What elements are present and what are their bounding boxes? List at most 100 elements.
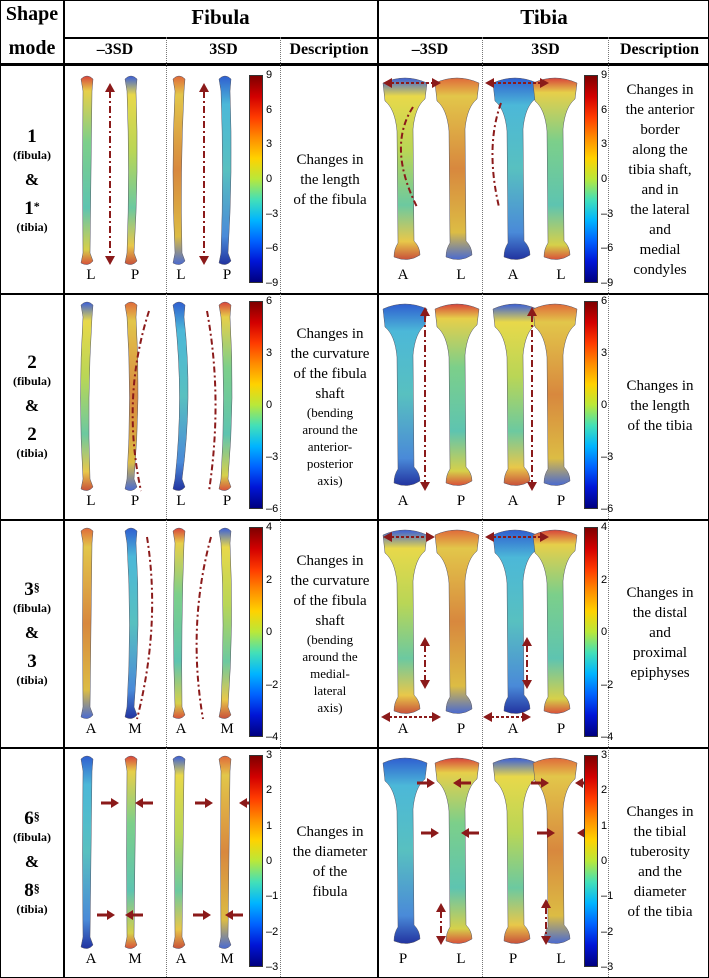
- description-line: medial: [639, 242, 681, 258]
- description-line: Changes in: [296, 552, 364, 569]
- arrow-tib-epi-pos-head-top: [522, 637, 532, 646]
- description-line-small: around the: [302, 421, 358, 437]
- arrow-tib-d2-head: [453, 778, 461, 788]
- mode-number-bottom-mark: *: [33, 199, 40, 213]
- mode-number-bottom: 8§: [1, 880, 63, 902]
- description-line: the length: [630, 398, 690, 414]
- description-line: the tibial: [633, 824, 687, 840]
- description-line: the curvature: [290, 572, 370, 589]
- description-line: tuberosity: [630, 844, 690, 860]
- dotted-separator-3: [608, 37, 609, 977]
- header-col-desc-2: Description: [289, 41, 369, 58]
- view-label-fibula: M: [220, 721, 234, 737]
- description-line: Changes in: [626, 82, 694, 98]
- description-line: condyles: [633, 262, 687, 278]
- colorbar-tick-tibia: –2: [601, 925, 614, 938]
- mode-cell-3: 3§ (fibula) & 3 (tibia): [1, 519, 63, 747]
- description-tibia: Changes in the length of the tibia: [610, 293, 709, 519]
- colorbar-tibia: [584, 75, 598, 283]
- view-label-fibula: A: [85, 721, 97, 737]
- tibia-bone-4-2: [434, 757, 480, 944]
- view-label-tibia: L: [456, 267, 466, 283]
- description-line-small: posterior: [306, 455, 354, 471]
- fibula-bone-3-2: [124, 527, 139, 719]
- view-label-fibula: M: [128, 951, 142, 967]
- colorbar-tick-tibia: 0: [601, 399, 608, 411]
- description-line: Changes in: [626, 804, 694, 820]
- view-label-fibula: L: [176, 493, 186, 509]
- view-label-tibia: P: [398, 951, 408, 967]
- colorbar-tick-tibia: 2: [601, 784, 608, 797]
- description-line: of the tibia: [627, 418, 693, 434]
- mode-cell-1: 1 (fibula) & 1* (tibia): [1, 67, 63, 293]
- arrow-tib-tub-neg-head-top: [436, 903, 446, 912]
- fibula-bone-1-1: [80, 75, 94, 265]
- mode-number-top-mark: §: [33, 809, 40, 823]
- description-line: diameter: [633, 884, 687, 900]
- header-shape: Shape: [5, 3, 59, 25]
- arrow-fib-d3-head: [107, 910, 115, 920]
- description-line: along the: [632, 142, 688, 158]
- colorbar-tick-tibia: 3: [601, 347, 608, 359]
- colorbar-tick-fibula: 0: [266, 626, 273, 638]
- dotted-separator-1: [280, 37, 281, 977]
- row-divider-3: [1, 747, 709, 749]
- mode-number-top: 3§: [1, 579, 63, 601]
- dotted-separator-2: [482, 37, 483, 977]
- colorbar-tibia: [584, 527, 598, 737]
- arrow-tib-prox-neg-head-r: [426, 532, 435, 542]
- arrow-tib-condyle-neg-head-l: [383, 78, 392, 88]
- tibia-bone-4-1: [382, 757, 428, 944]
- colorbar-tick-tibia: –1: [601, 890, 614, 903]
- view-label-tibia: L: [556, 267, 566, 283]
- description-line: of the fibula: [293, 592, 367, 609]
- header-col-pos-1: 3SD: [209, 41, 238, 58]
- colorbar-tick-tibia: 3: [601, 749, 608, 761]
- colorbar-fibula: [249, 75, 263, 283]
- view-label-tibia: A: [397, 267, 409, 283]
- description-tibia: Changes in the anterior border along the tib…: [610, 67, 709, 293]
- arrow-tib-d1-head: [427, 778, 435, 788]
- view-label-tibia: P: [456, 493, 466, 509]
- arrow-tib-d6-head: [575, 778, 583, 788]
- description-line-small: around the: [302, 648, 358, 664]
- arrow-tib-length-neg-head-bottom: [420, 482, 430, 491]
- description-line: of the tibia: [627, 904, 693, 920]
- arrow-tib-condyle-neg-head-r: [432, 78, 441, 88]
- description-line: shaft: [315, 612, 345, 629]
- mode-number-top-mark: §: [33, 580, 40, 594]
- arrow-fib-d8-head: [225, 910, 233, 920]
- mode-sub-top: (fibula): [12, 148, 51, 162]
- view-label-fibula: L: [86, 493, 96, 509]
- colorbar-tick-tibia: 6: [601, 103, 608, 116]
- description-line: the length: [300, 172, 360, 188]
- fibula-bone-3-4: [218, 527, 232, 719]
- tibia-bone-1-4: [532, 77, 578, 260]
- description-tibia: Changes in the distal and proximal epiphyses: [610, 519, 709, 747]
- colorbar-fibula: [249, 301, 263, 509]
- arrow-tib-dist-pos-head-r: [522, 712, 531, 722]
- colorbar-tick-tibia: 4: [601, 521, 608, 533]
- mode-number-bottom-mark: §: [33, 881, 40, 895]
- view-label-fibula: L: [86, 267, 96, 283]
- fibula-bone-3-3: [172, 527, 186, 719]
- arrow-tib-prox-pos-head-r: [540, 532, 549, 542]
- mode-number-bottom: 1*: [1, 198, 63, 220]
- description-line-small: medial-: [310, 665, 350, 681]
- colorbar-tick-tibia: –4: [601, 731, 614, 743]
- arrow-tib-dist-neg-head-l: [381, 712, 390, 722]
- description-fibula: Changes in the curvature of the fibula shaf…: [283, 519, 377, 747]
- colorbar-tick-fibula: –2: [266, 678, 279, 691]
- tibia-bone-3-1: [382, 529, 428, 714]
- curve-anterior-pos: [491, 102, 502, 208]
- mode-number-bottom-value: 8: [24, 880, 34, 901]
- mode-number-top-value: 6: [24, 808, 34, 829]
- mode-sub-top: (fibula): [12, 830, 51, 844]
- fibula-bone-2-4: [218, 301, 233, 491]
- tibia-bone-4-3: [492, 757, 538, 944]
- fibula-bone-4-2: [124, 755, 138, 949]
- view-label-tibia: A: [507, 267, 519, 283]
- description-line: of the: [312, 864, 348, 880]
- curve-fib-2-pos: [206, 310, 217, 492]
